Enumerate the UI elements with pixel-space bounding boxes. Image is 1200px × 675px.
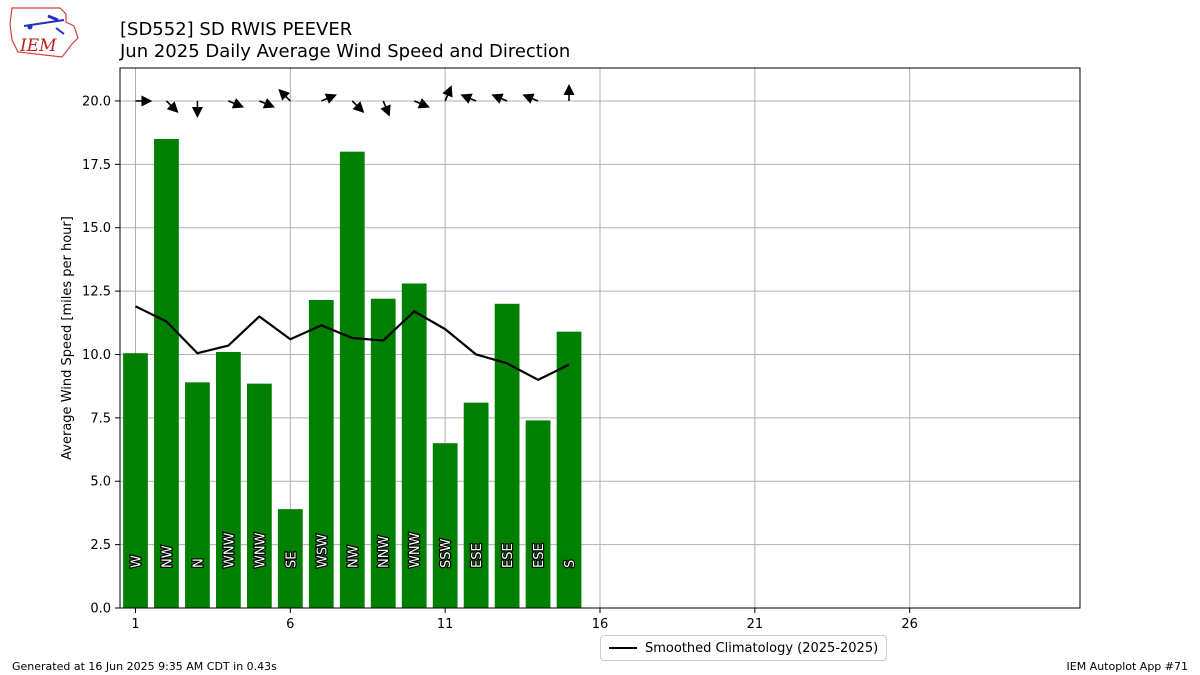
y-tick-label: 7.5: [90, 411, 111, 426]
y-tick-label: 15.0: [82, 221, 111, 236]
y-tick-label: 5.0: [90, 475, 111, 490]
legend-label-climatology: Smoothed Climatology (2025-2025): [645, 640, 879, 656]
direction-label-day-5: WNW: [253, 532, 268, 568]
wind-arrow-day-14: [522, 93, 539, 104]
arrow-head: [352, 101, 365, 113]
wind-arrow-day-6: [278, 88, 291, 102]
direction-label-day-9: NNW: [377, 536, 392, 568]
direction-label-day-10: WNW: [408, 532, 423, 568]
arrow-head: [141, 95, 153, 107]
wind-arrow-day-9: [380, 100, 391, 117]
direction-label-day-15: S: [563, 560, 578, 568]
wind-arrow-day-3: [191, 100, 203, 118]
climatology-series: [134, 305, 570, 381]
direction-label-day-8: NW: [346, 545, 361, 568]
bar-day-6: [277, 509, 303, 608]
arrow-head: [563, 83, 575, 95]
wind-arrow-day-15: [563, 83, 575, 101]
wind-arrow-day-2: [165, 100, 179, 113]
direction-label-day-2: NW: [160, 545, 175, 568]
legend-swatch-climatology: [609, 647, 637, 649]
y-tick-label: 12.5: [82, 285, 111, 300]
footer-generated: Generated at 16 Jun 2025 9:35 AM CDT in …: [12, 660, 277, 673]
iem-logo: IEM: [9, 7, 79, 58]
direction-label-day-7: WSW: [315, 534, 330, 568]
direction-label-day-1: W: [129, 555, 144, 568]
y-tick-label: 2.5: [90, 538, 111, 553]
arrow-head: [324, 93, 337, 104]
wind-arrow-day-4: [228, 98, 245, 109]
wind-arrow-day-10: [413, 98, 430, 109]
arrow-head: [166, 101, 179, 113]
direction-label-day-13: ESE: [501, 543, 516, 568]
bar-day-15: [556, 331, 582, 608]
y-tick-label: 10.0: [82, 348, 111, 363]
arrow-head: [460, 93, 473, 104]
wind-arrows: [135, 83, 575, 118]
wind-arrow-day-11: [442, 85, 453, 102]
direction-label-day-6: SE: [284, 552, 299, 568]
x-tick-label: 1: [131, 617, 139, 632]
direction-label-day-12: ESE: [470, 543, 485, 568]
x-tick-label: 21: [747, 617, 764, 632]
wind-arrow-day-5: [259, 98, 276, 109]
arrow-head: [491, 93, 504, 104]
bar-day-11: [432, 443, 458, 608]
axes: 1 6 11 16 21 260.02.55.07.510.012.515.017.520…: [82, 67, 1081, 632]
arrow-head: [191, 106, 203, 118]
bar-day-9: [370, 298, 396, 608]
direction-label-day-3: N: [191, 558, 206, 568]
wind-arrow-day-12: [460, 93, 477, 104]
bar-day-10: [401, 283, 427, 608]
direction-labels: W NW N WNW WNW SE WSW NW NNW WNW SSW ESE ESE ESE S: [128, 531, 579, 569]
bar-day-12: [463, 402, 489, 608]
bars: [123, 138, 582, 609]
direction-label-day-11: SSW: [439, 538, 454, 568]
bar-day-1: [123, 353, 148, 608]
arrow-head: [417, 98, 430, 109]
arrow-head: [278, 88, 290, 101]
x-tick-label: 16: [592, 617, 609, 632]
wind-arrow-day-8: [351, 100, 365, 113]
arrow-head: [442, 85, 453, 98]
wind-arrow-day-7: [320, 93, 337, 104]
bar-day-4: [216, 351, 241, 608]
wind-arrow-day-1: [135, 95, 153, 107]
legend: Smoothed Climatology (2025-2025): [600, 635, 888, 661]
direction-label-day-14: ESE: [532, 543, 547, 568]
logo-text: IEM: [19, 36, 57, 56]
x-tick-label: 11: [437, 617, 454, 632]
chart-title-line1: [SD552] SD RWIS PEEVER: [120, 19, 352, 40]
climatology-line: [134, 305, 570, 381]
arrow-head: [380, 104, 391, 117]
bar-day-5: [246, 383, 272, 608]
direction-label-day-4: WNW: [222, 532, 237, 568]
wind-arrow-day-13: [491, 93, 508, 104]
arrow-head: [522, 93, 535, 104]
bar-day-13: [494, 303, 520, 608]
grid-lines: [120, 68, 1080, 609]
bar-day-14: [525, 420, 551, 608]
y-axis-label: Average Wind Speed [miles per hour]: [60, 216, 75, 460]
x-tick-label: 26: [901, 617, 918, 632]
bar-day-2: [154, 138, 179, 609]
y-tick-label: 0.0: [90, 602, 111, 617]
bar-day-3: [185, 382, 210, 608]
bar-day-8: [339, 151, 365, 608]
y-tick-label: 17.5: [82, 158, 111, 173]
arrow-head: [231, 98, 245, 109]
x-tick-label: 6: [286, 617, 294, 632]
footer-app-id: IEM Autoplot App #71: [1066, 660, 1189, 673]
bar-day-7: [308, 299, 334, 608]
arrow-head: [262, 98, 276, 109]
y-tick-label: 20.0: [82, 94, 111, 109]
chart-title-line2: Jun 2025 Daily Average Wind Speed and Di…: [119, 41, 570, 62]
